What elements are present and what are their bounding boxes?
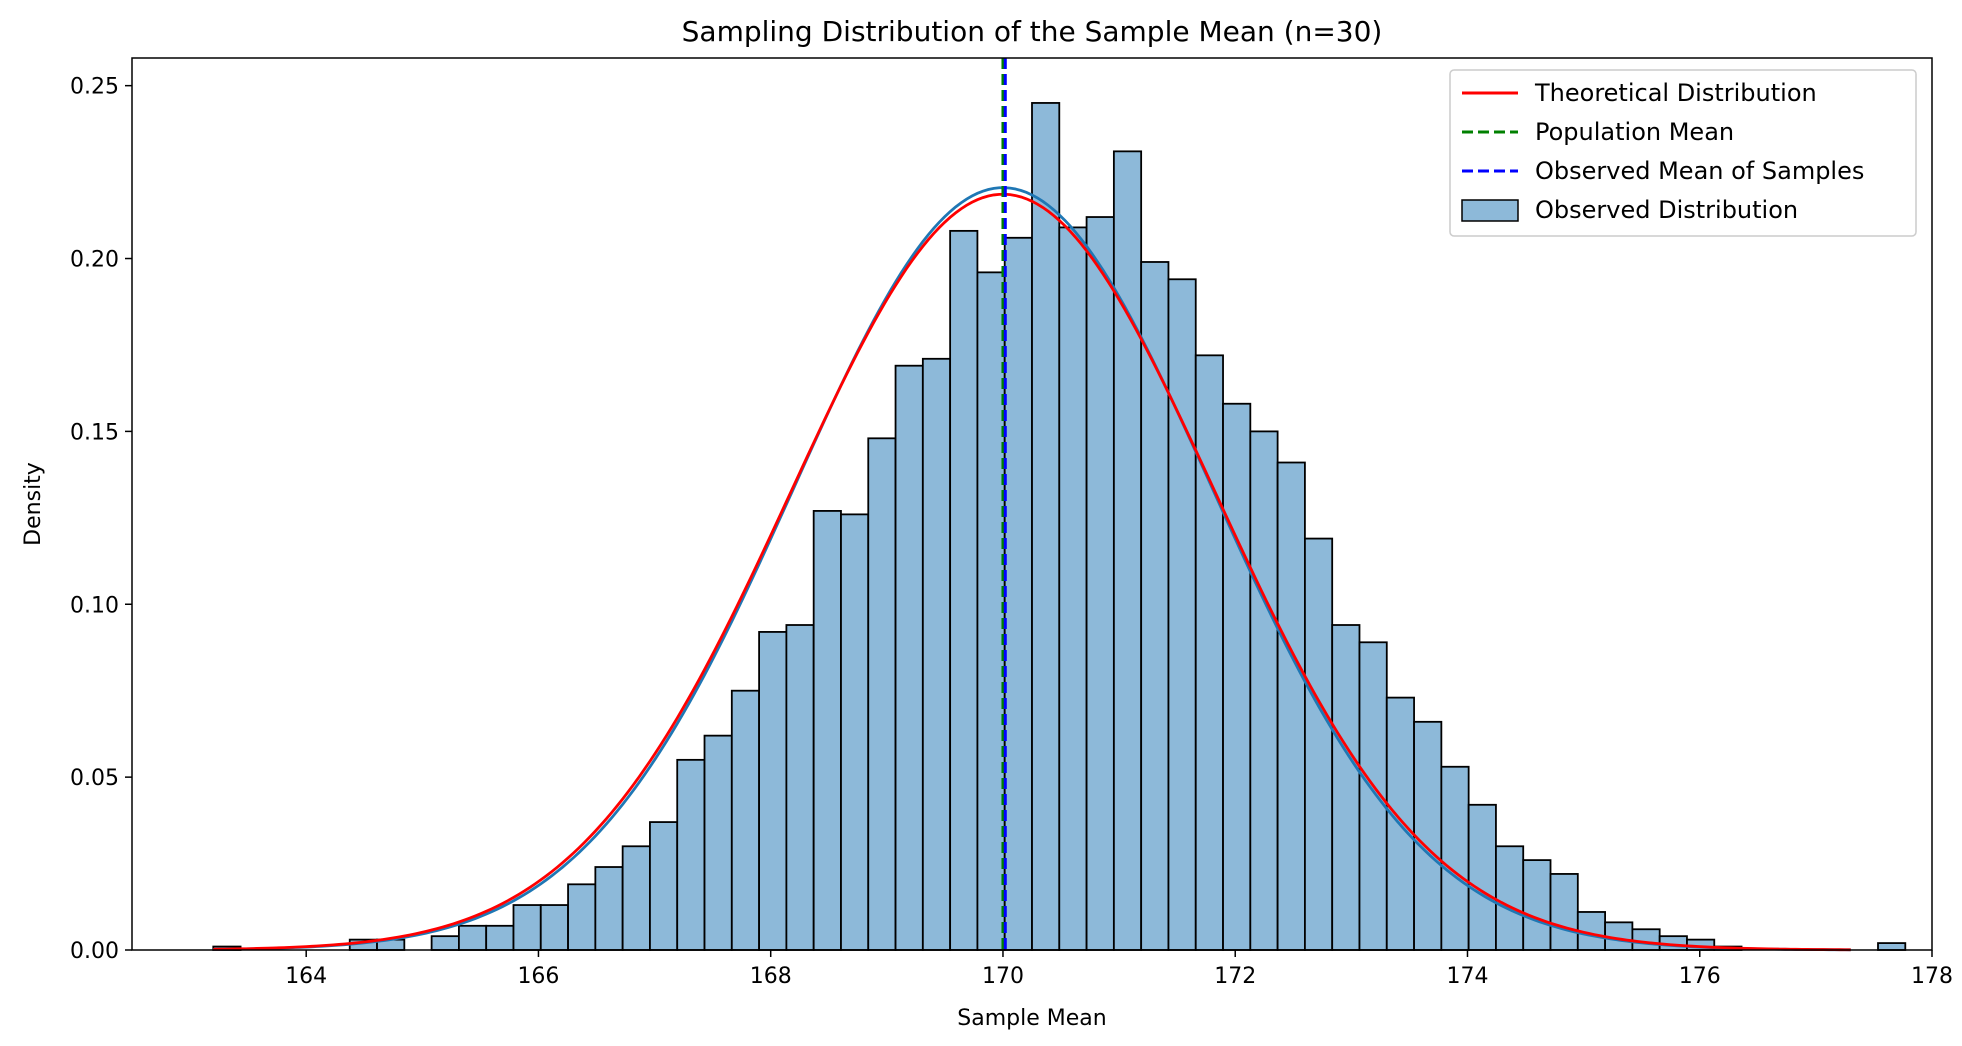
histogram-bar (1222, 402, 1252, 951)
histogram-bar (1467, 803, 1497, 951)
histogram-bar (1413, 720, 1443, 951)
x-tick-label: 168 (750, 964, 792, 989)
histogram-bar (1112, 150, 1143, 951)
x-tick-label: 174 (1446, 964, 1488, 989)
histogram-bar (1058, 226, 1088, 951)
legend-label-population-mean: Population Mean (1535, 118, 1734, 146)
legend: Theoretical Distribution Population Mean… (1449, 69, 1917, 237)
y-tick-label: 0.25 (70, 75, 119, 100)
histogram-bar (539, 904, 569, 951)
y-axis-label: Density (21, 462, 46, 546)
histogram-bar (785, 624, 815, 951)
histogram-bar (649, 821, 679, 951)
histogram-bar (1167, 278, 1197, 951)
histogram-bar (567, 883, 597, 951)
histogram-bar (1522, 859, 1552, 951)
chart-title: Sampling Distribution of the Sample Mean… (682, 15, 1383, 48)
x-tick-label: 166 (517, 964, 559, 989)
y-tick-label: 0.10 (70, 593, 119, 618)
histogram-bar (1031, 102, 1061, 951)
histogram-bar (512, 904, 542, 951)
x-tick-label: 176 (1679, 964, 1721, 989)
histogram-bar (1194, 354, 1224, 951)
histogram-bar (1631, 928, 1661, 951)
histogram-bar (976, 271, 1006, 951)
legend-swatch-observed-distribution (1461, 199, 1519, 222)
plot-area-frame (131, 57, 1933, 951)
legend-label-theoretical: Theoretical Distribution (1534, 79, 1817, 107)
histogram-bar (812, 510, 842, 951)
histogram-bar (621, 845, 651, 951)
x-tick-label: 178 (1911, 964, 1953, 989)
histogram-bar (430, 935, 460, 951)
histogram-bar (594, 866, 624, 951)
legend-frame (1449, 69, 1917, 237)
legend-label-observed-mean: Observed Mean of Samples (1535, 157, 1864, 185)
histogram-bar (758, 631, 788, 951)
y-tick-label: 0.00 (70, 939, 119, 964)
y-axis-ticks: 0.00 0.05 0.10 0.15 0.20 0.25 (70, 75, 132, 964)
histogram-bar (1549, 873, 1579, 951)
histogram-bar (730, 689, 760, 951)
histogram-bar (949, 229, 979, 951)
y-tick-label: 0.05 (70, 766, 119, 791)
y-tick-label: 0.20 (70, 248, 119, 273)
curves (213, 186, 1851, 952)
histogram-bar (676, 758, 706, 951)
histogram-bar (1877, 942, 1907, 951)
histogram-bar (1331, 624, 1361, 951)
theoretical-distribution-curve (213, 192, 1851, 952)
histogram-bar (840, 513, 870, 951)
histogram-bar (1003, 236, 1033, 951)
histogram-bar (1085, 216, 1115, 951)
histogram-bar (458, 924, 488, 951)
mean-lines (1001, 58, 1007, 950)
x-tick-label: 172 (1214, 964, 1256, 989)
histogram-bar (894, 364, 924, 951)
x-axis-label: Sample Mean (957, 1006, 1106, 1031)
x-tick-label: 164 (285, 964, 327, 989)
histogram-bar (1440, 765, 1470, 951)
x-tick-label: 170 (982, 964, 1024, 989)
histogram-bar (485, 924, 515, 951)
histogram-bar (921, 357, 952, 951)
y-tick-label: 0.15 (70, 420, 119, 445)
legend-label-observed-distribution: Observed Distribution (1535, 196, 1798, 224)
histogram-bar (1304, 537, 1334, 951)
x-axis-ticks: 164 166 168 170 172 174 176 178 (285, 950, 1953, 989)
kde-curve (213, 186, 1851, 952)
histogram-bar (867, 437, 897, 951)
histogram-bar (703, 734, 733, 951)
histogram-bar (1249, 430, 1279, 951)
histogram-bar (1276, 461, 1306, 951)
histogram-bar (1495, 845, 1525, 951)
